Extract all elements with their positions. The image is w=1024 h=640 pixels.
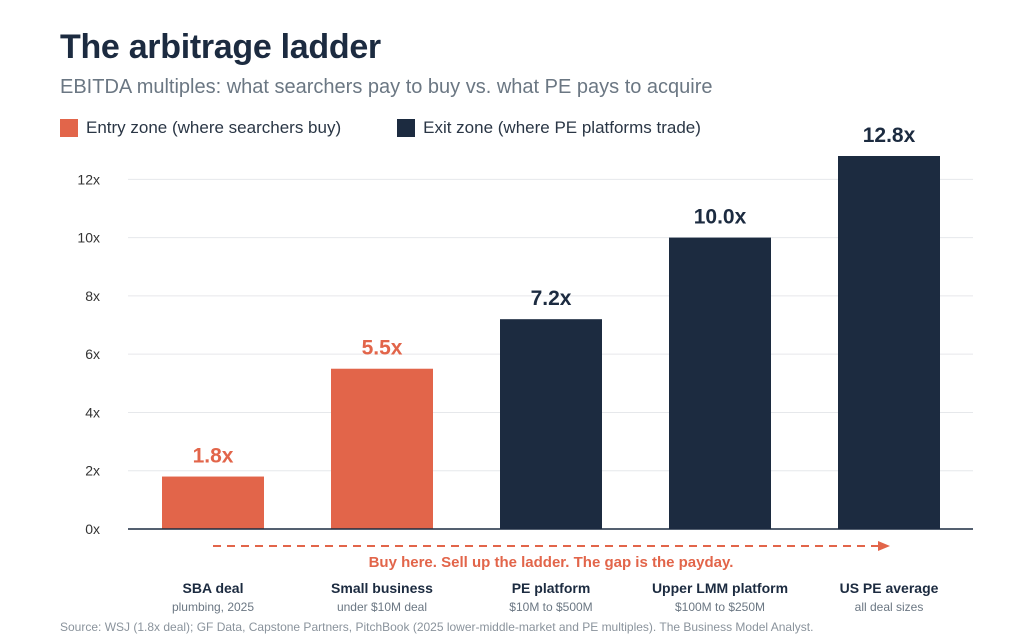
y-tick-label: 12x bbox=[77, 171, 100, 187]
y-tick-label: 8x bbox=[85, 288, 100, 304]
bar bbox=[331, 368, 433, 529]
category-label: Small business bbox=[331, 580, 433, 596]
category-label: Upper LMM platform bbox=[652, 580, 788, 596]
bar-value-label: 10.0x bbox=[694, 206, 747, 229]
bar-value-label: 5.5x bbox=[362, 337, 403, 360]
chart-legend: Entry zone (where searchers buy) Exit zo… bbox=[60, 118, 757, 138]
legend-item-entry: Entry zone (where searchers buy) bbox=[60, 118, 341, 138]
legend-item-exit: Exit zone (where PE platforms trade) bbox=[397, 118, 701, 138]
bar bbox=[162, 476, 264, 529]
bar bbox=[669, 237, 771, 529]
legend-swatch-exit bbox=[397, 119, 416, 137]
page-title: The arbitrage ladder bbox=[60, 28, 381, 66]
category-sublabel: $10M to $500M bbox=[509, 600, 592, 614]
legend-label-entry: Entry zone (where searchers buy) bbox=[86, 118, 342, 137]
page-subtitle: EBITDA multiples: what searchers pay to … bbox=[60, 76, 713, 98]
category-label: SBA deal bbox=[183, 580, 244, 596]
category-sublabel: plumbing, 2025 bbox=[172, 600, 254, 614]
legend-swatch-entry bbox=[60, 119, 78, 137]
bar-value-label: 7.2x bbox=[531, 287, 572, 310]
category-sublabel: under $10M deal bbox=[337, 600, 427, 614]
bar bbox=[500, 319, 602, 529]
y-tick-label: 0x bbox=[85, 521, 100, 537]
annotation-arrow-head bbox=[878, 541, 890, 551]
category-label: PE platform bbox=[512, 580, 591, 596]
y-tick-label: 2x bbox=[85, 463, 100, 479]
legend-label-exit: Exit zone (where PE platforms trade) bbox=[423, 118, 701, 137]
y-tick-label: 6x bbox=[85, 346, 100, 362]
bar-value-label: 12.8x bbox=[863, 124, 916, 147]
category-sublabel: $100M to $250M bbox=[675, 600, 765, 614]
bar bbox=[838, 156, 940, 529]
bar-value-label: 1.8x bbox=[193, 445, 234, 468]
category-sublabel: all deal sizes bbox=[855, 600, 924, 614]
annotation-text: Buy here. Sell up the ladder. The gap is… bbox=[369, 554, 734, 571]
y-tick-label: 4x bbox=[85, 404, 100, 420]
category-label: US PE average bbox=[840, 580, 939, 596]
y-tick-label: 10x bbox=[77, 230, 100, 246]
source-note: Source: WSJ (1.8x deal); GF Data, Capsto… bbox=[60, 620, 814, 634]
